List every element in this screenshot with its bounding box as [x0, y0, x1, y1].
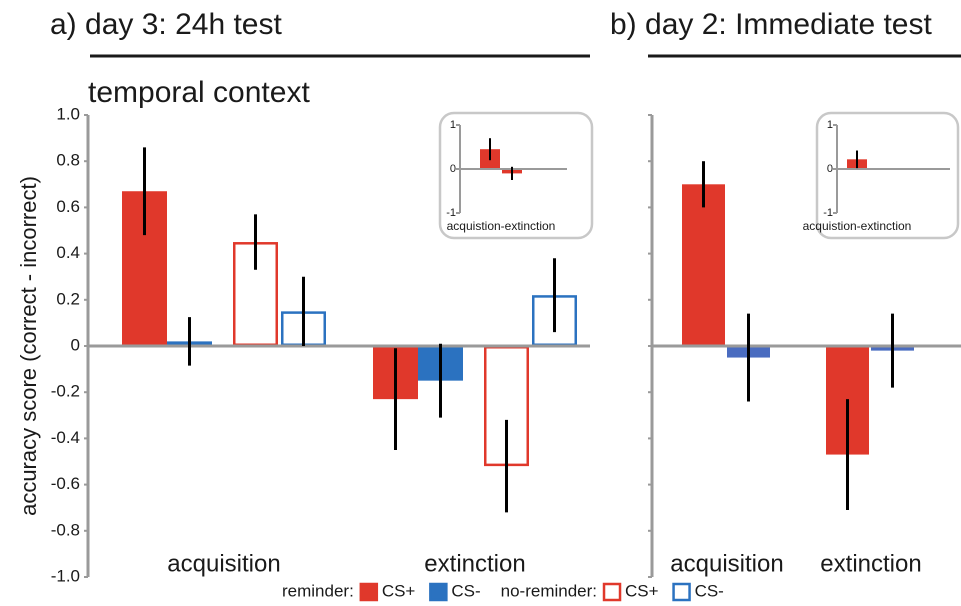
legend-group-label: no-reminder: [501, 581, 597, 600]
legend-label: CS+ [625, 581, 659, 600]
x-category-label: acquisition [167, 550, 280, 577]
panel-title: a) day 3: 24h test [50, 8, 282, 41]
y-tick-label: 1.0 [56, 104, 80, 123]
y-axis-label: accuracy score (correct - incorrect) [16, 176, 41, 516]
x-category-label: acquistion-extinction [803, 219, 912, 233]
y-tick-label: 0 [450, 163, 456, 175]
legend-label: CS+ [382, 581, 416, 600]
y-tick-label: 0.4 [56, 243, 80, 262]
y-tick-label: 0.2 [56, 289, 80, 308]
y-tick-label: 0 [827, 163, 833, 175]
x-category-label: extinction [424, 550, 525, 577]
legend-label: CS- [695, 581, 724, 600]
y-tick-label: -0.6 [51, 474, 80, 493]
panel-subtitle: temporal context [88, 76, 310, 109]
y-tick-label: -1 [823, 207, 833, 219]
y-tick-label: -1 [446, 207, 456, 219]
y-tick-label: 1 [450, 119, 456, 131]
x-category-label: extinction [820, 550, 921, 577]
legend-swatch [359, 582, 379, 602]
panel-title: b) day 2: Immediate test [610, 8, 932, 41]
y-tick-label: -0.4 [51, 428, 80, 447]
y-tick-label: 0.8 [56, 151, 80, 170]
legend-swatch [602, 582, 622, 602]
legend-swatch [672, 582, 691, 602]
x-category-label: acquisition [670, 550, 783, 577]
bar [682, 184, 725, 346]
y-tick-label: -0.8 [51, 520, 80, 539]
y-tick-label: -1.0 [51, 566, 80, 585]
y-tick-label: 0.6 [56, 197, 80, 216]
inset-frame [438, 111, 594, 240]
inset-frame [815, 111, 960, 240]
legend-label: CS- [451, 581, 480, 600]
y-tick-label: -0.2 [51, 382, 80, 401]
legend-group-label: reminder: [282, 581, 354, 600]
y-tick-label: 1 [827, 119, 833, 131]
x-category-label: acquistion-extinction [447, 219, 556, 233]
legend-swatch [429, 582, 448, 602]
y-tick-label: 0 [71, 335, 80, 354]
